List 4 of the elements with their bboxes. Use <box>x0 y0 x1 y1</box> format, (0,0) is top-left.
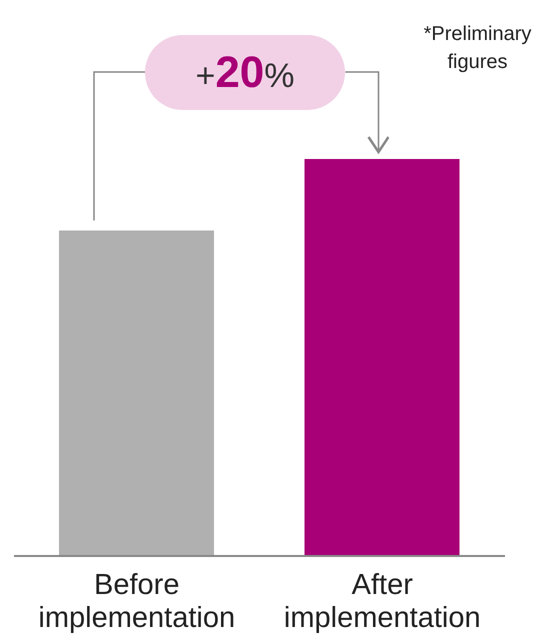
text: *Preliminary figures <box>422 22 532 75</box>
text: +20% <box>195 48 295 96</box>
x-tick-label: Before implementation <box>38 569 236 634</box>
x-tick-label: After implementation <box>284 569 481 634</box>
